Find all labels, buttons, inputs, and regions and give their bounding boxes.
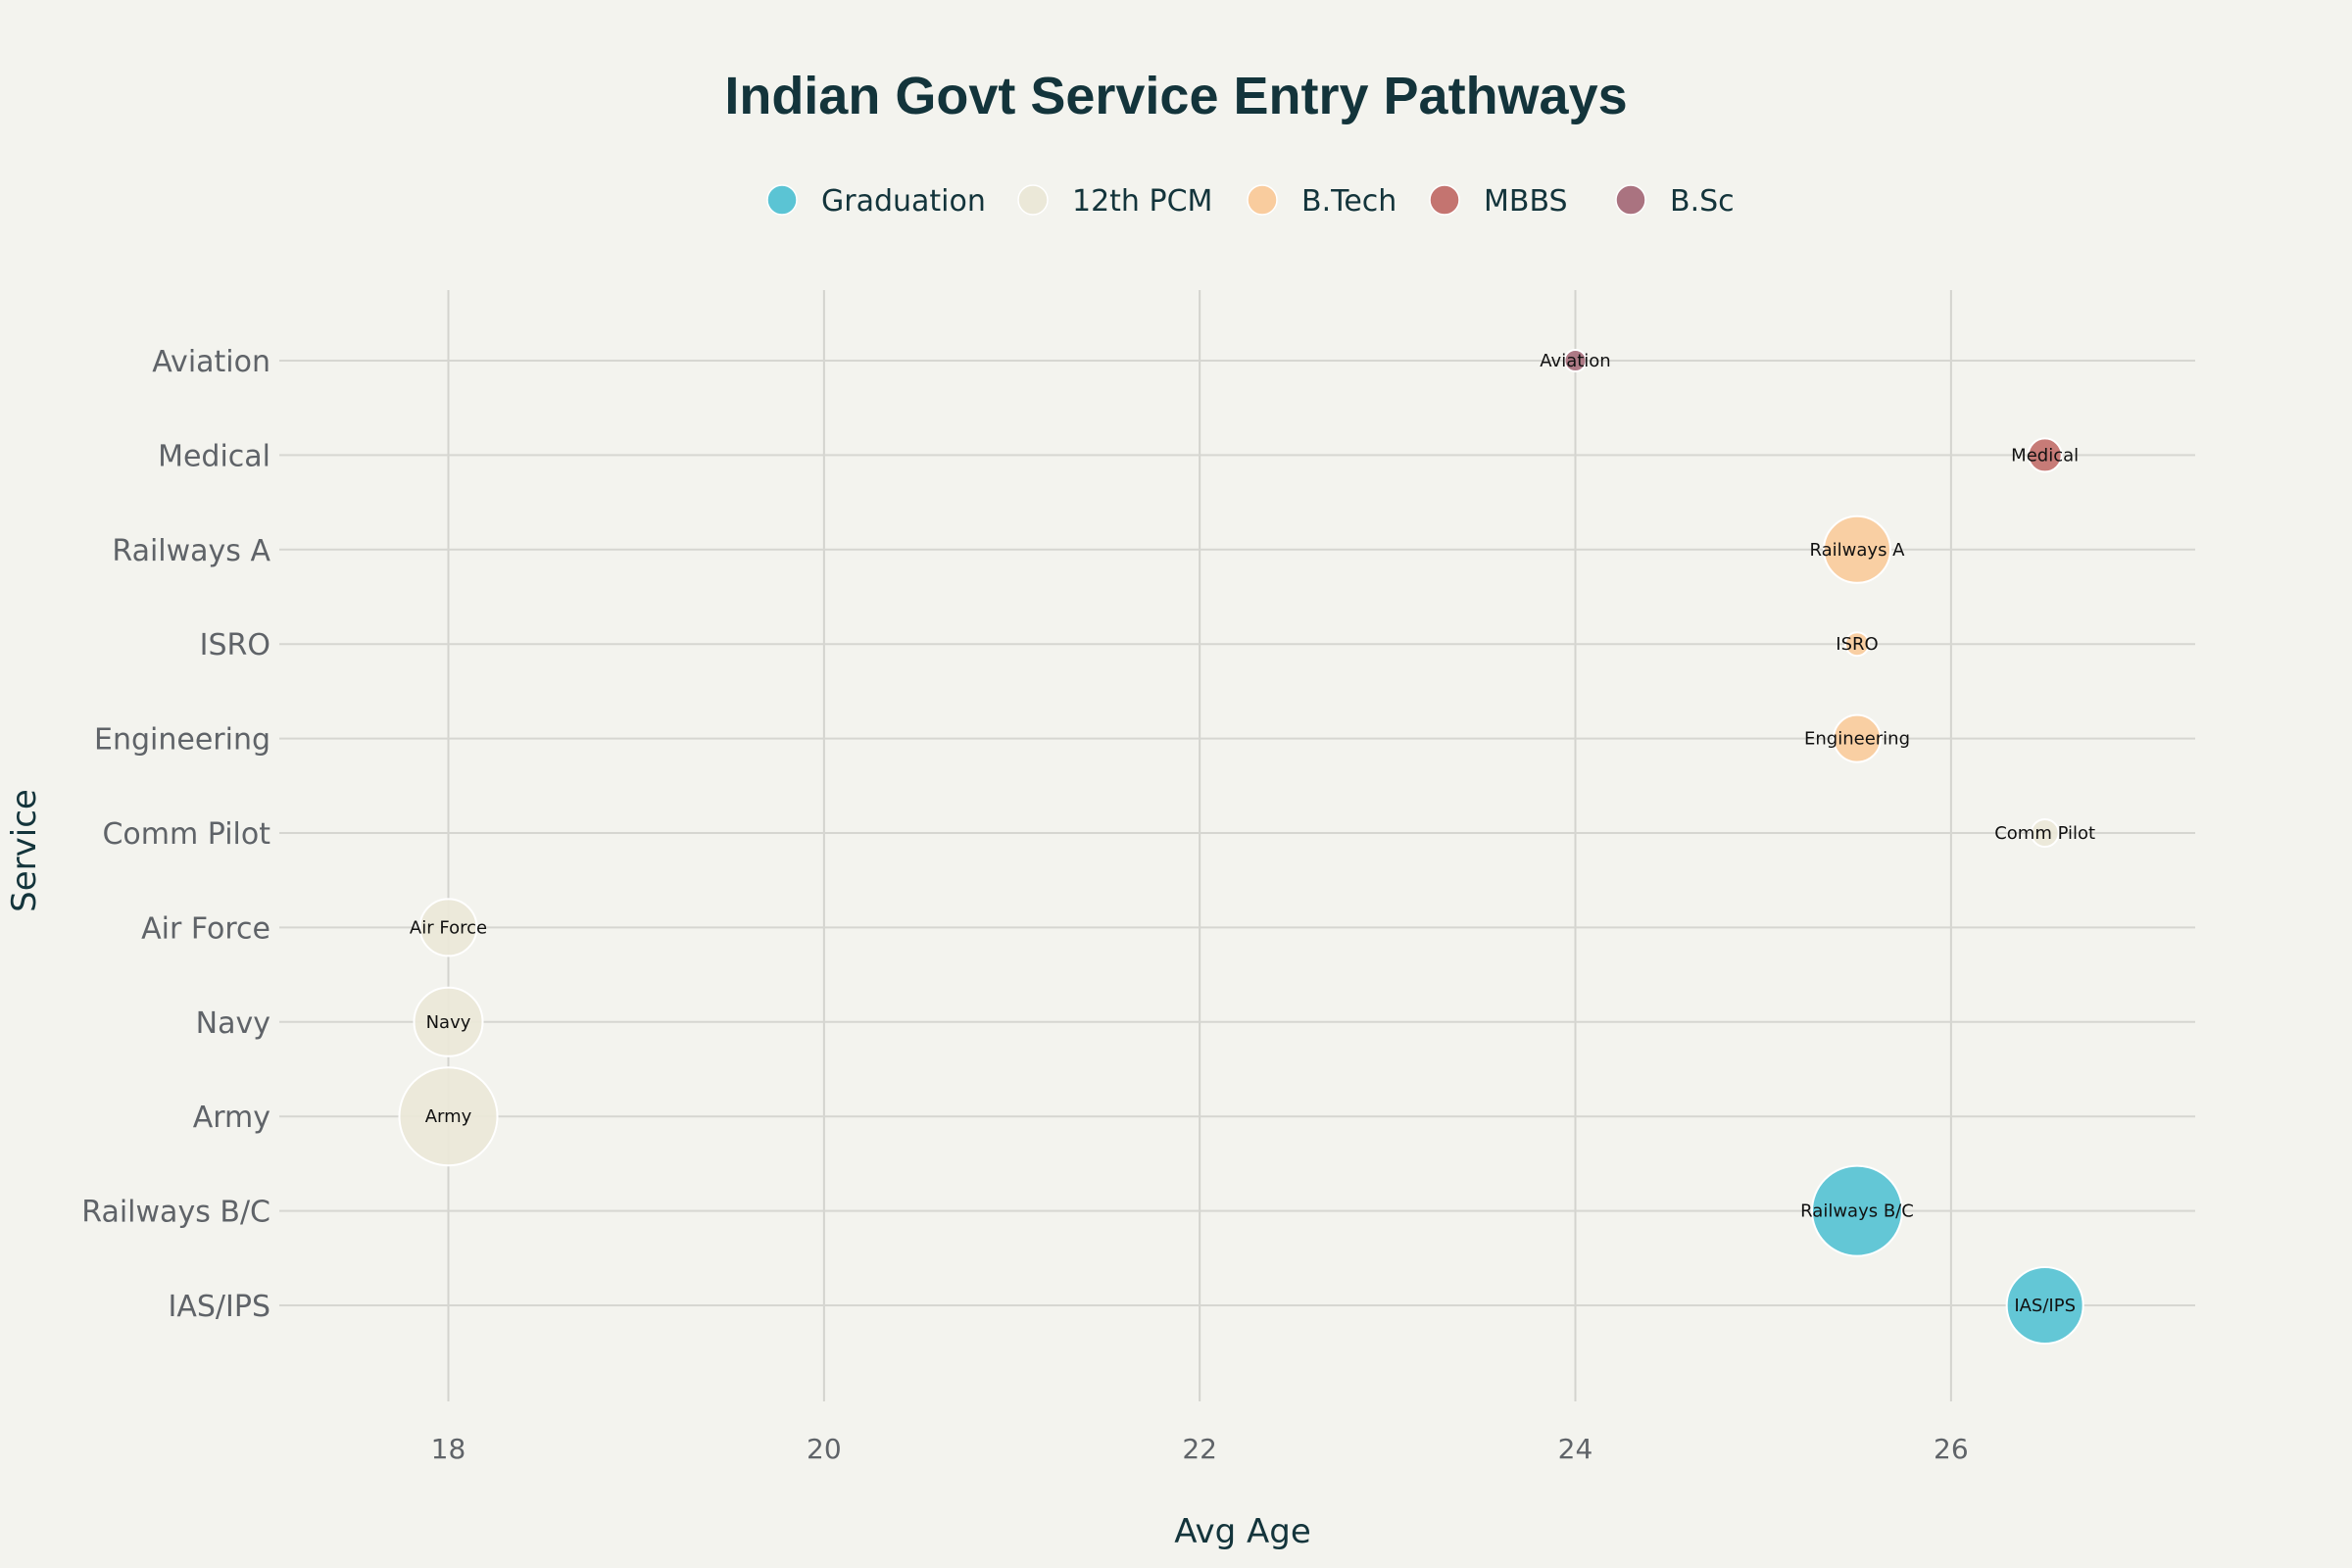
point-railways-b-c[interactable]: Railways B/C [1800,1164,1914,1257]
point-label-ias-ips: IAS/IPS [2014,1296,2076,1316]
point-comm-pilot[interactable]: Comm Pilot [1994,818,2095,848]
x-tick-22: 22 [1182,1433,1217,1465]
legend-label-b-tech: B.Tech [1301,184,1396,219]
point-navy[interactable]: Navy [413,986,484,1057]
y-tick-ias-ips: IAS/IPS [168,1290,270,1324]
y-gridlines [279,360,2195,1306]
x-axis-label: Avg Age [1174,1512,1311,1551]
point-aviation[interactable]: Aviation [1540,349,1611,372]
legend-item-graduation[interactable]: Graduation [766,184,986,219]
y-tick-navy: Navy [196,1006,270,1041]
x-gridlines [447,290,1952,1401]
bubble-railways-b-c [1811,1164,1903,1257]
legend-marker-graduation [766,184,798,216]
bubble-railways-a [1823,514,1891,584]
legend-label-b-sc: B.Sc [1670,184,1735,219]
point-isro[interactable]: ISRO [1836,631,1879,658]
point-ias-ips[interactable]: IAS/IPS [2005,1266,2084,1345]
legend-item-mbbs[interactable]: MBBS [1429,184,1568,219]
point-label-comm-pilot: Comm Pilot [1994,823,2095,844]
x-tick-24: 24 [1558,1433,1593,1465]
y-tick-railways-a: Railways A [112,534,270,568]
point-label-medical: Medical [2011,445,2079,466]
point-air-force[interactable]: Air Force [410,898,487,957]
y-tick-aviation: Aviation [152,345,270,379]
bubble-aviation [1563,349,1588,372]
bubble-engineering [1833,713,1882,763]
y-tick-labels: IAS/IPS Railways B/C Army Navy Air Force Comm… [81,345,270,1324]
legend-label-graduation: Graduation [821,184,986,219]
y-tick-medical: Medical [158,439,270,473]
data-points: IAS/IPS Railways B/C Army Navy Air Force Comm… [398,349,2095,1345]
bubble-comm-pilot [2030,818,2060,848]
y-tick-comm-pilot: Comm Pilot [102,817,270,852]
bubble-army [398,1066,499,1167]
y-tick-air-force: Air Force [141,911,270,946]
legend-marker-b-sc [1615,184,1646,216]
y-axis-label: Service [5,789,44,912]
x-tick-20: 20 [807,1433,842,1465]
point-army[interactable]: Army [398,1066,499,1167]
y-tick-engineering: Engineering [94,723,270,758]
y-tick-railways-b-c: Railways B/C [81,1196,270,1230]
point-label-army: Army [425,1106,472,1127]
y-tick-isro: ISRO [200,628,270,662]
x-tick-labels: 18 20 22 24 26 [431,1433,1969,1465]
point-label-isro: ISRO [1836,634,1878,655]
bubble-isro [1844,631,1870,658]
point-label-navy: Navy [426,1012,471,1033]
x-tick-26: 26 [1934,1433,1969,1465]
bubble-navy [413,986,484,1057]
bubble-air-force [418,898,478,957]
point-label-engineering: Engineering [1804,729,1910,750]
legend: Graduation 12th PCM B.Tech MBBS B.Sc [766,184,1735,219]
legend-label-12th-pcm: 12th PCM [1072,184,1212,219]
point-medical[interactable]: Medical [2011,437,2079,473]
point-label-aviation: Aviation [1540,351,1610,371]
bubble-medical [2027,437,2063,473]
legend-item-12th-pcm[interactable]: 12th PCM [1017,184,1212,219]
point-label-railways-a: Railways A [1810,540,1906,561]
y-tick-army: Army [193,1101,270,1135]
point-engineering[interactable]: Engineering [1804,713,1910,763]
legend-marker-12th-pcm [1017,184,1049,216]
point-label-railways-b-c: Railways B/C [1800,1201,1914,1222]
point-railways-a[interactable]: Railways A [1810,514,1906,584]
legend-label-mbbs: MBBS [1484,184,1568,219]
point-label-air-force: Air Force [410,917,487,938]
chart-title: Indian Govt Service Entry Pathways [724,67,1627,125]
x-tick-18: 18 [431,1433,466,1465]
bubble-ias-ips [2005,1266,2084,1345]
legend-item-b-sc[interactable]: B.Sc [1615,184,1735,219]
legend-item-b-tech[interactable]: B.Tech [1247,184,1396,219]
legend-marker-b-tech [1247,184,1278,216]
legend-marker-mbbs [1429,184,1460,216]
